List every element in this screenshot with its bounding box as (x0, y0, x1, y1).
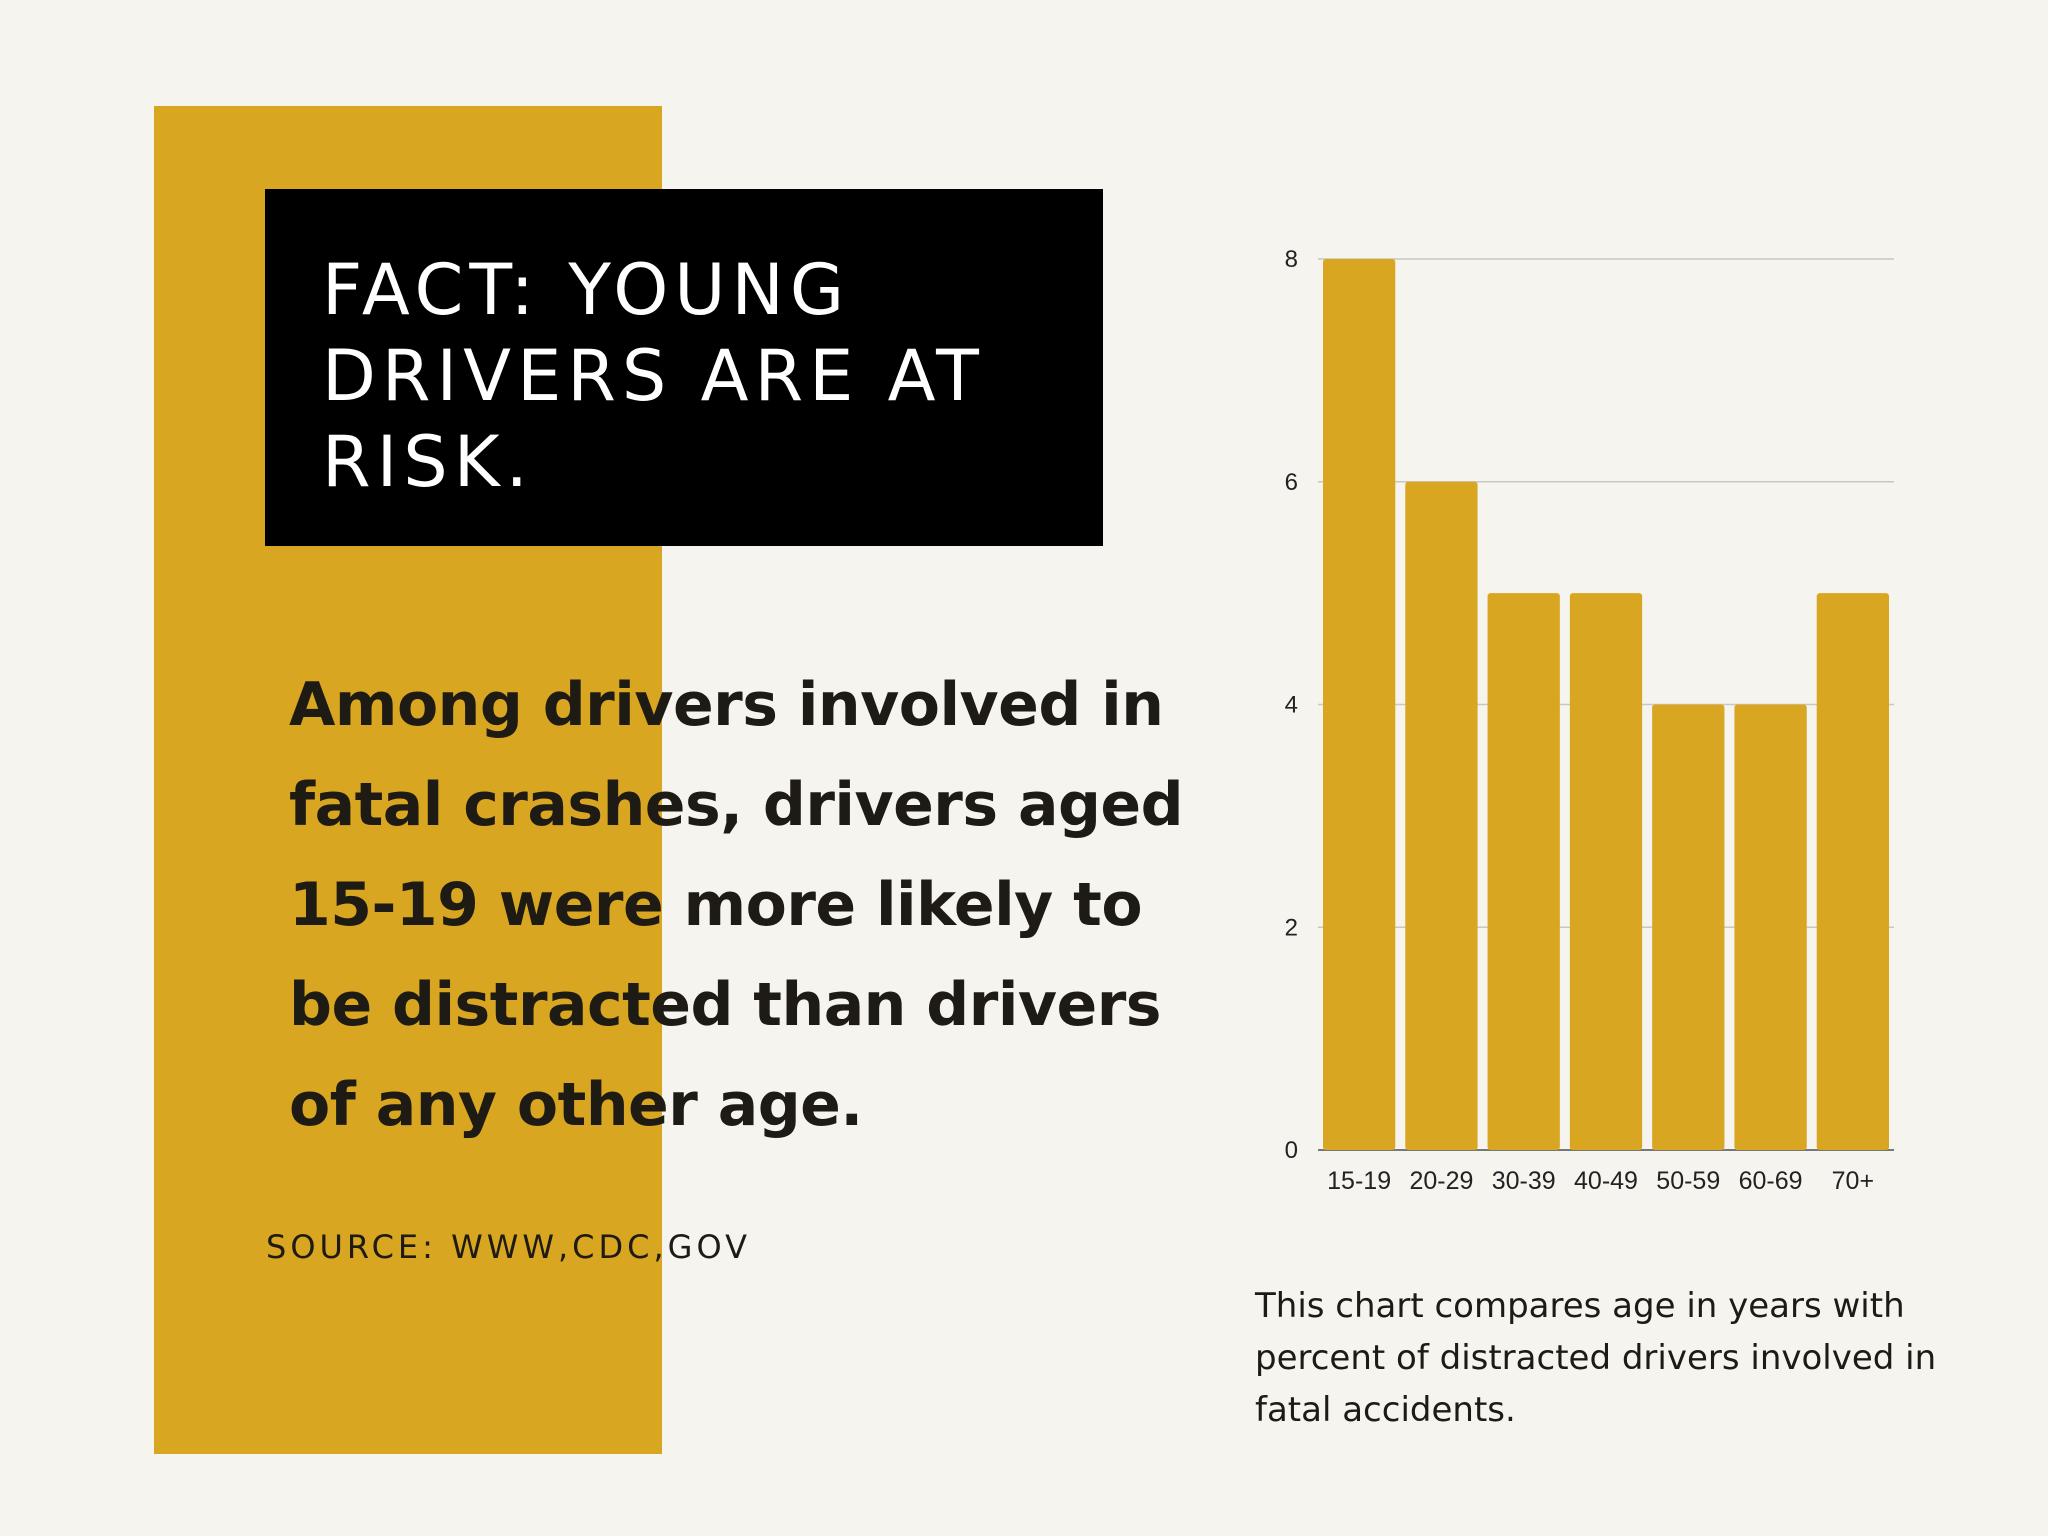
x-tick-label: 20-29 (1409, 1167, 1473, 1195)
bar-20-29 (1405, 481, 1478, 1150)
bar-30-39 (1487, 593, 1560, 1150)
x-tick-label: 50-59 (1656, 1167, 1720, 1195)
bar-70+ (1816, 593, 1889, 1150)
y-tick-label: 4 (1285, 692, 1298, 719)
title-box: FACT: YOUNG DRIVERS ARE AT RISK. (265, 189, 1103, 546)
x-tick-label: 40-49 (1574, 1167, 1638, 1195)
bar-15-19 (1323, 259, 1396, 1150)
y-tick-label: 2 (1285, 914, 1298, 941)
bar-60-69 (1734, 704, 1807, 1150)
x-tick-label: 30-39 (1492, 1167, 1556, 1195)
y-tick-label: 8 (1285, 246, 1298, 273)
body-text: Among drivers involved in fatal crashes,… (289, 670, 1184, 1140)
page-title: FACT: YOUNG DRIVERS ARE AT RISK. (322, 249, 985, 503)
x-tick-label: 70+ (1832, 1167, 1874, 1195)
x-tick-label: 15-19 (1327, 1167, 1391, 1195)
bar-50-59 (1652, 704, 1725, 1150)
y-tick-label: 0 (1285, 1137, 1298, 1164)
source-text: SOURCE: WWW,CDC,GOV (266, 1228, 751, 1266)
bar-40-49 (1569, 593, 1643, 1150)
x-tick-label: 60-69 (1739, 1167, 1803, 1195)
y-tick-label: 6 (1285, 469, 1298, 496)
chart-caption: This chart compares age in years with pe… (1255, 1286, 1937, 1430)
